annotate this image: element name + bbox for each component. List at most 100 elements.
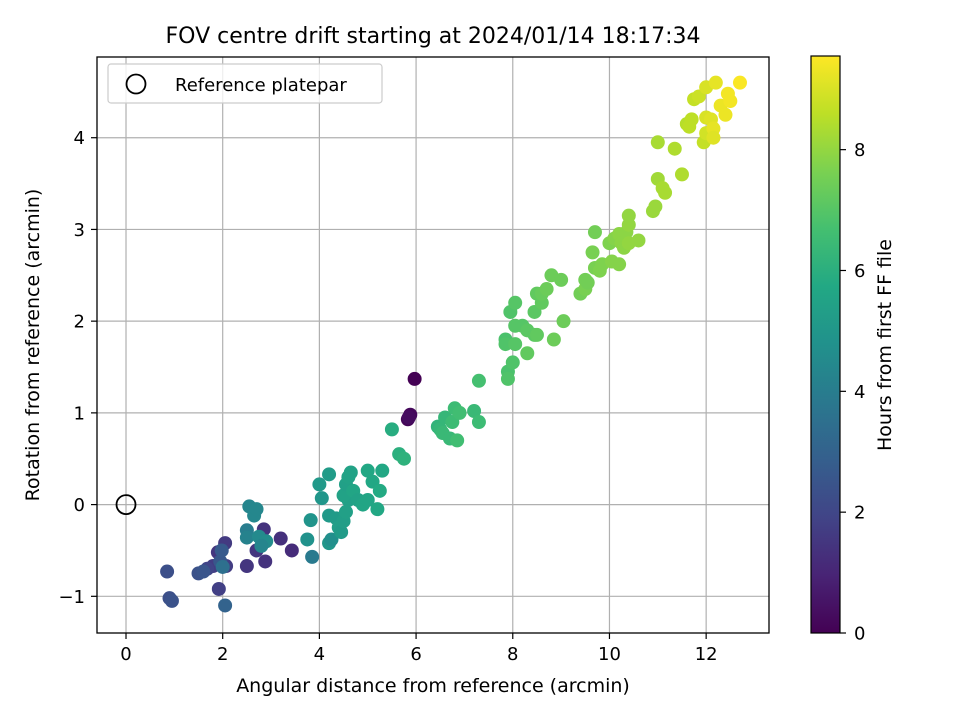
colorbar-label: Hours from first FF file (874, 239, 896, 451)
data-point (396, 451, 411, 466)
data-point (218, 598, 233, 613)
data-point (338, 504, 353, 519)
data-point (254, 538, 269, 553)
data-point (343, 465, 358, 480)
data-point (300, 532, 315, 547)
data-point (160, 564, 175, 579)
data-point (539, 282, 554, 297)
data-point (667, 141, 682, 156)
data-point (372, 483, 387, 498)
data-point (612, 257, 627, 272)
data-point (211, 581, 226, 596)
x-tick-label: 12 (695, 644, 718, 665)
data-point (648, 199, 663, 214)
data-point (407, 371, 422, 386)
data-point (529, 327, 544, 342)
colorbar: 0 2 4 6 8 Hours from first FF file (810, 55, 896, 645)
data-point (621, 208, 636, 223)
y-tick-label: 4 (74, 128, 85, 149)
data-point (718, 107, 733, 122)
data-point (284, 543, 299, 558)
data-point (684, 112, 699, 127)
legend-box (107, 63, 383, 104)
y-axis-label: Rotation from reference (arcmin) (22, 189, 44, 502)
y-tick-label: 2 (74, 312, 85, 333)
data-points (160, 75, 747, 613)
x-tick-label: 4 (314, 644, 325, 665)
x-axis-ticks: 0 2 4 6 8 10 12 (120, 633, 718, 665)
data-point (631, 233, 646, 248)
data-point (164, 593, 179, 608)
data-point (650, 135, 665, 150)
data-point (215, 559, 230, 574)
data-point (370, 502, 385, 517)
data-point (401, 410, 416, 425)
legend-label: Reference platepar (175, 75, 347, 96)
data-point (314, 491, 329, 506)
plot-frame (96, 56, 770, 634)
colorbar-gradient (810, 55, 841, 634)
y-tick-label: −1 (58, 587, 85, 608)
data-point (580, 275, 595, 290)
data-point (324, 532, 339, 547)
y-tick-label: 0 (74, 495, 85, 516)
data-point (658, 185, 673, 200)
data-point (322, 467, 337, 482)
y-tick-label: 3 (74, 220, 85, 241)
colorbar-tick-label: 2 (854, 503, 865, 524)
data-point (554, 272, 569, 287)
x-tick-label: 10 (598, 644, 621, 665)
data-point (249, 502, 264, 517)
grid-lines (97, 57, 769, 633)
legend: Reference platepar (107, 63, 383, 104)
colorbar-ticks: 0 2 4 6 8 (840, 140, 865, 645)
data-point (732, 75, 747, 90)
data-point (450, 433, 465, 448)
reference-marker (115, 494, 137, 515)
data-point (239, 559, 254, 574)
data-point (214, 543, 229, 558)
x-tick-label: 0 (120, 644, 131, 665)
data-point (546, 332, 561, 347)
chart-title: FOV centre drift starting at 2024/01/14 … (166, 24, 701, 49)
x-tick-label: 6 (410, 644, 421, 665)
data-point (556, 314, 571, 329)
data-point (500, 371, 515, 386)
data-point (273, 531, 288, 546)
data-point (674, 167, 689, 182)
data-point (467, 404, 482, 419)
data-point (334, 525, 349, 540)
data-point (708, 75, 723, 90)
data-point (587, 225, 602, 240)
data-point (508, 295, 523, 310)
colorbar-tick-label: 0 (854, 624, 865, 645)
colorbar-tick-label: 6 (854, 261, 865, 282)
data-point (471, 373, 486, 388)
y-axis-ticks: −1 0 1 2 3 4 (58, 128, 97, 608)
colorbar-tick-label: 4 (854, 382, 865, 403)
data-point (196, 564, 211, 579)
data-point (303, 513, 318, 528)
x-tick-label: 8 (507, 644, 518, 665)
data-point (498, 337, 513, 352)
data-point (723, 94, 738, 109)
data-point (360, 463, 375, 478)
data-point (312, 477, 327, 492)
data-point (384, 422, 399, 437)
data-point (505, 355, 520, 370)
colorbar-tick-label: 8 (854, 140, 865, 161)
data-point (520, 346, 535, 361)
data-point (706, 130, 721, 145)
data-point (452, 405, 467, 420)
data-point (239, 530, 254, 545)
y-tick-label: 1 (74, 403, 85, 424)
data-point (258, 554, 273, 569)
data-point (305, 549, 320, 564)
data-point (471, 415, 486, 430)
data-point (360, 493, 375, 508)
x-axis-label: Angular distance from reference (arcmin) (236, 675, 630, 697)
data-point (585, 245, 600, 260)
legend-marker (125, 73, 147, 95)
